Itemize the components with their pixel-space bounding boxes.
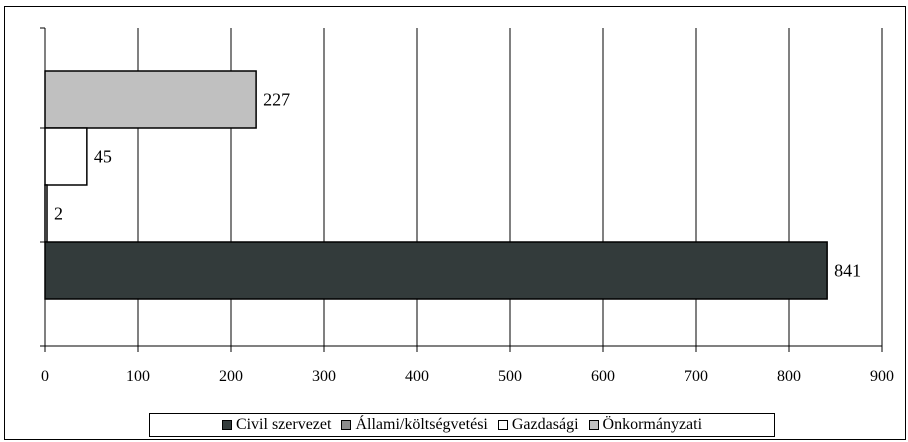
x-tick-label: 200 <box>219 368 243 385</box>
x-tick-label: 500 <box>498 368 522 385</box>
data-label: 227 <box>263 90 290 110</box>
legend-swatch-onkormanyzati <box>588 420 599 430</box>
x-tick-label: 400 <box>405 368 429 385</box>
x-tick-label: 900 <box>870 368 894 385</box>
data-label: 841 <box>834 261 861 281</box>
bar <box>44 127 88 186</box>
data-label: 2 <box>54 204 63 224</box>
x-tick-label: 600 <box>591 368 615 385</box>
bar <box>44 70 257 129</box>
legend-label-onkormanyzati: Önkormányzati <box>602 416 703 433</box>
legend-item-onkormanyzati: Önkormányzati <box>588 416 703 434</box>
legend-item-gazdasagi: Gazdasági <box>497 416 579 434</box>
x-tick-label: 800 <box>777 368 801 385</box>
legend-label-gazdasagi: Gazdasági <box>511 416 579 433</box>
legend-item-allami: Állami/költségvetési <box>341 416 488 434</box>
legend: Civil szervezet Állami/költségvetési Gaz… <box>149 413 775 437</box>
legend-item-civil: Civil szervezet <box>221 416 332 434</box>
bar <box>44 241 828 300</box>
bar <box>44 184 48 243</box>
x-tick-label: 300 <box>312 368 336 385</box>
data-label: 45 <box>94 147 112 167</box>
x-tick-label: 0 <box>41 368 49 385</box>
legend-label-civil: Civil szervezet <box>235 416 332 433</box>
legend-swatch-gazdasagi <box>497 420 508 430</box>
legend-label-allami: Állami/költségvetési <box>355 416 488 433</box>
legend-swatch-allami <box>341 420 352 430</box>
x-tick-label: 700 <box>684 368 708 385</box>
legend-swatch-civil <box>221 420 232 430</box>
x-tick-label: 100 <box>126 368 150 385</box>
